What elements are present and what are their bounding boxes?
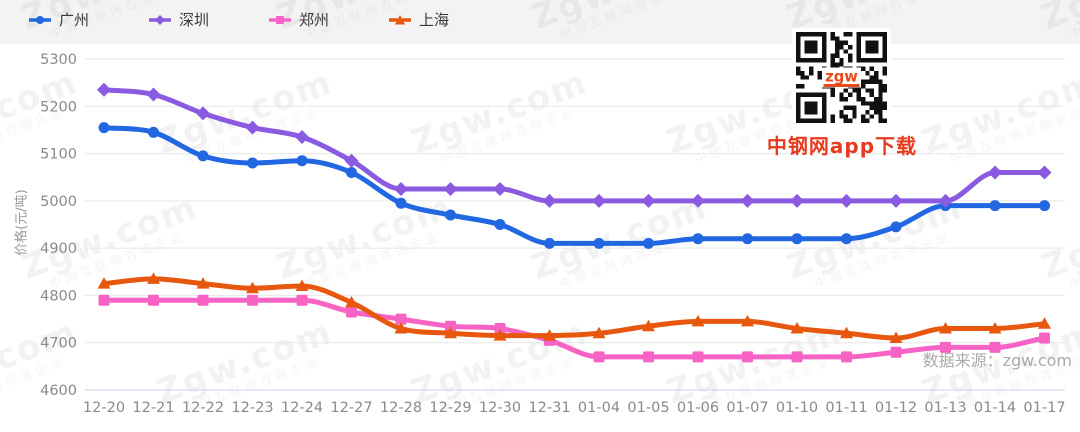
x-tick-label: 12-28: [380, 400, 422, 416]
chart-legend: 广州 深圳 郑州 上海: [28, 9, 508, 30]
legend-strip-background: [0, 0, 1080, 44]
x-tick-label: 01-10: [776, 400, 818, 416]
x-tick-label: 12-24: [281, 400, 323, 416]
x-tick-label: 12-22: [182, 400, 224, 416]
y-tick-label: 4700: [40, 336, 77, 352]
y-tick-label: 4600: [40, 383, 77, 399]
x-tick-label: 01-14: [974, 400, 1016, 416]
x-tick-label: 12-29: [429, 400, 471, 416]
svg-text:zgw: zgw: [825, 68, 858, 85]
app-download-label: 中钢网app下载: [766, 134, 918, 158]
series-markers-shenzhen: [97, 82, 1052, 208]
series-line-shanghai: [101, 276, 1047, 341]
legend-label: 深圳: [179, 11, 210, 29]
x-tick-label: 12-27: [330, 400, 372, 416]
x-tick-label: 12-20: [83, 400, 125, 416]
x-tick-label: 12-30: [479, 400, 521, 416]
legend-item-shanghai[interactable]: 上海: [388, 9, 508, 30]
qr-code-image: zgw: [796, 32, 887, 123]
qr-code: zgw: [792, 28, 891, 127]
x-tick-label: 01-07: [726, 400, 768, 416]
y-tick-label: 5200: [40, 99, 77, 115]
legend-item-zhengzhou[interactable]: 郑州: [268, 9, 388, 30]
series-line-zhengzhou: [101, 297, 1047, 360]
legend-item-guangzhou[interactable]: 广州: [28, 9, 148, 30]
x-tick-label: 01-13: [924, 400, 966, 416]
y-axis-title: 价格(元/吨): [14, 189, 30, 256]
x-tick-label: 01-17: [1023, 400, 1065, 416]
x-tick-label: 12-23: [231, 400, 273, 416]
x-tick-label: 01-12: [875, 400, 917, 416]
legend-marker-triangle-icon: [389, 14, 411, 24]
legend-item-shenzhen[interactable]: 深圳: [148, 9, 268, 30]
x-tick-label: 12-31: [528, 400, 570, 416]
x-tick-label: 12-21: [132, 400, 174, 416]
data-source-note: 数据来源：zgw.com: [922, 351, 1072, 370]
series-markers-shanghai: [97, 272, 1051, 343]
y-tick-label: 5300: [40, 52, 77, 68]
x-tick-label: 01-04: [578, 400, 620, 416]
legend-marker-circle-icon: [29, 15, 51, 24]
x-tick-label: 01-05: [627, 400, 669, 416]
legend-marker-diamond-icon: [149, 14, 171, 25]
x-tick-label: 01-11: [825, 400, 867, 416]
legend-label: 郑州: [299, 11, 330, 29]
y-tick-label: 5100: [40, 147, 77, 163]
series-markers-zhengzhou: [98, 294, 1050, 363]
legend-label: 广州: [59, 11, 90, 29]
legend-marker-square-icon: [269, 15, 291, 24]
y-tick-label: 4900: [40, 241, 77, 257]
legend-label: 上海: [419, 11, 450, 29]
series-markers-guangzhou: [98, 122, 1050, 249]
y-tick-label: 5000: [40, 194, 77, 210]
x-tick-label: 01-06: [677, 400, 719, 416]
y-tick-label: 4800: [40, 288, 77, 304]
